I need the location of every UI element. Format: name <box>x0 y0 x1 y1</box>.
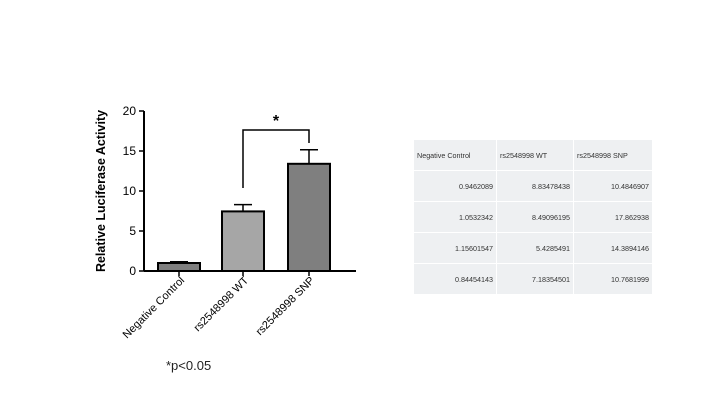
table-row: 1.0532342 8.49096195 17.862938 <box>413 201 653 233</box>
y-tick-label: 5 <box>129 224 136 238</box>
raw-data-table: Negative Control rs2548998 WT rs2548998 … <box>413 139 653 295</box>
table-cell: 1.0532342 <box>413 201 497 233</box>
table-cell: 5.4285491 <box>496 232 574 264</box>
bracket-line <box>242 129 310 188</box>
table-row: 1.15601547 5.4285491 14.3894146 <box>413 232 653 264</box>
table-cell: 10.4846907 <box>573 170 653 202</box>
x-tick-label: rs2548998 SNP <box>254 275 317 338</box>
x-tick-label: rs2548998 WT <box>192 274 252 334</box>
table-header-cell: Negative Control <box>413 139 497 171</box>
y-axis-label: Relative Luciferase Activity <box>94 110 108 272</box>
table-cell: 14.3894146 <box>573 232 653 264</box>
table-header-cell: rs2548998 WT <box>496 139 574 171</box>
significance-bracket: * <box>242 113 310 188</box>
bars-group <box>157 149 331 272</box>
significance-star: * <box>273 113 280 130</box>
table-header-cell: rs2548998 SNP <box>573 139 653 171</box>
significance-footnote: *p<0.05 <box>166 358 212 373</box>
table-cell: 8.83478438 <box>496 170 574 202</box>
table-header-row: Negative Control rs2548998 WT rs2548998 … <box>413 139 653 171</box>
x-axis: Negative Control rs2548998 WT rs2548998 SN… <box>121 270 356 341</box>
table-cell: 0.84454143 <box>413 263 497 295</box>
bar <box>287 162 331 272</box>
y-tick-label: 20 <box>123 104 137 118</box>
table-row: 0.9462089 8.83478438 10.4846907 <box>413 170 653 202</box>
table-cell: 1.15601547 <box>413 232 497 264</box>
y-tick-label: 10 <box>123 184 137 198</box>
bar <box>221 210 265 272</box>
table-cell: 7.18354501 <box>496 263 574 295</box>
x-tick-label: Negative Control <box>121 275 187 341</box>
bar <box>157 262 201 272</box>
table-cell: 17.862938 <box>573 201 653 233</box>
y-tick-label: 15 <box>123 144 137 158</box>
y-tick-label: 0 <box>129 264 136 278</box>
table-cell: 0.9462089 <box>413 170 497 202</box>
table-cell: 10.7681999 <box>573 263 653 295</box>
table-cell: 8.49096195 <box>496 201 574 233</box>
y-axis: 0 5 10 15 20 <box>123 104 145 278</box>
table-row: 0.84454143 7.18354501 10.7681999 <box>413 263 653 295</box>
